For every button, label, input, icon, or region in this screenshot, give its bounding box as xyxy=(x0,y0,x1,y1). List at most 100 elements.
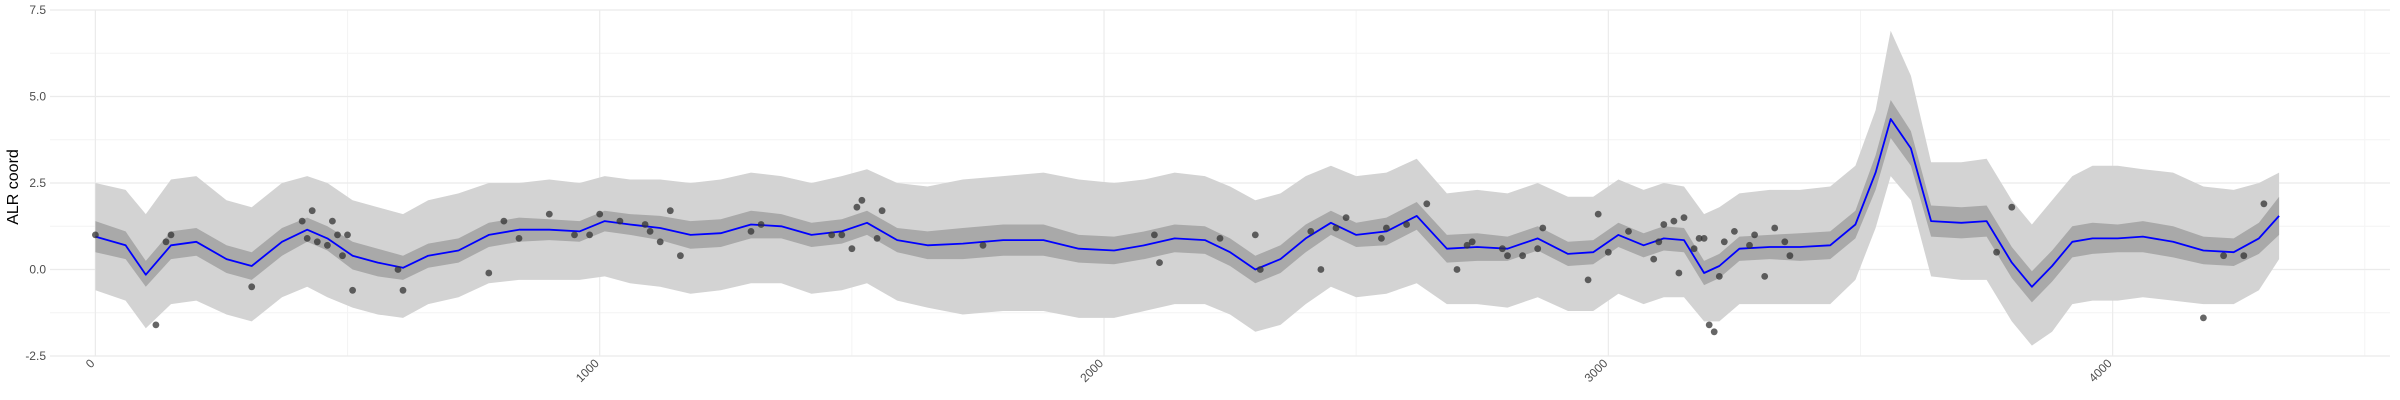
data-point xyxy=(1660,221,1668,228)
outer-confidence-band-group xyxy=(95,30,2280,346)
data-point xyxy=(1771,224,1779,232)
data-point xyxy=(1731,228,1738,235)
y-axis-ticks: -2.5 0.0 2.5 5.0 7.5 xyxy=(25,3,46,363)
x-axis-ticks: 0 1000 2000 3000 4000 xyxy=(83,356,2115,385)
data-point xyxy=(344,231,351,239)
data-point xyxy=(596,210,604,218)
y-tick-label: -2.5 xyxy=(25,349,46,363)
data-point xyxy=(828,231,836,239)
data-point xyxy=(2200,314,2207,322)
data-point xyxy=(500,217,508,225)
data-point xyxy=(571,231,578,239)
data-point xyxy=(1695,235,1703,242)
data-point xyxy=(838,231,846,239)
data-point xyxy=(308,207,316,215)
data-point xyxy=(1534,245,1542,253)
data-point xyxy=(2260,200,2268,208)
data-point xyxy=(1680,214,1688,222)
data-point xyxy=(1504,252,1511,260)
data-point xyxy=(1604,248,1612,256)
data-point xyxy=(646,228,654,235)
x-tick-label: 3000 xyxy=(1582,356,1611,385)
data-point xyxy=(152,321,160,329)
data-point xyxy=(656,238,664,246)
data-point xyxy=(515,235,523,242)
data-point xyxy=(641,221,649,228)
data-point xyxy=(1715,273,1723,280)
data-point xyxy=(1519,252,1526,260)
data-point xyxy=(677,252,684,260)
data-point xyxy=(298,217,306,225)
y-tick-label: 5.0 xyxy=(29,90,46,104)
data-point xyxy=(1256,266,1264,273)
y-tick-label: 2.5 xyxy=(29,176,46,190)
data-point xyxy=(1317,266,1325,273)
data-point xyxy=(92,231,99,239)
data-point xyxy=(1625,228,1632,235)
data-point xyxy=(858,196,866,204)
mean-line xyxy=(95,118,2280,288)
data-point xyxy=(303,235,311,242)
data-point xyxy=(873,235,881,242)
data-point xyxy=(1700,235,1708,242)
data-point xyxy=(162,238,170,246)
data-point xyxy=(1705,321,1713,329)
data-point xyxy=(1670,217,1678,225)
data-point xyxy=(1499,245,1506,253)
data-point xyxy=(1403,221,1410,228)
data-point xyxy=(485,269,493,277)
data-point xyxy=(1216,235,1224,242)
data-point xyxy=(339,252,346,260)
data-point xyxy=(2008,203,2016,211)
data-point xyxy=(349,286,356,294)
data-point xyxy=(334,231,341,239)
x-tick-label: 4000 xyxy=(2086,356,2115,385)
y-axis-title: ALR coord xyxy=(5,149,22,225)
data-point xyxy=(399,286,407,294)
data-point xyxy=(1423,200,1431,208)
data-point xyxy=(979,241,987,249)
data-point xyxy=(313,238,321,246)
data-point xyxy=(1675,269,1683,277)
data-point xyxy=(848,245,856,253)
data-point xyxy=(1781,238,1789,246)
data-point xyxy=(1650,255,1658,263)
data-point xyxy=(1468,238,1476,246)
data-point xyxy=(1307,228,1315,235)
data-point xyxy=(1786,252,1794,260)
data-point xyxy=(1151,231,1158,239)
data-point xyxy=(1751,231,1758,239)
data-point xyxy=(324,241,331,249)
data-point xyxy=(616,217,624,225)
data-point xyxy=(1156,259,1163,266)
data-point xyxy=(2220,252,2228,260)
data-point xyxy=(878,207,886,215)
data-point xyxy=(586,231,593,239)
data-point xyxy=(1332,224,1340,232)
data-point xyxy=(1720,238,1728,246)
y-tick-label: 7.5 xyxy=(29,3,46,17)
data-point xyxy=(1710,328,1718,336)
data-point xyxy=(329,217,336,225)
data-point xyxy=(1251,231,1259,239)
data-point xyxy=(1584,276,1592,284)
data-point xyxy=(1746,241,1753,249)
data-point xyxy=(1453,266,1461,273)
y-tick-label: 0.0 xyxy=(29,263,46,277)
mean-line-group xyxy=(95,118,2280,288)
outer-confidence-band xyxy=(95,30,2280,346)
inner-confidence-band-group xyxy=(95,100,2280,303)
data-point xyxy=(666,207,674,215)
data-point xyxy=(1761,273,1769,280)
data-point xyxy=(1539,224,1547,232)
data-point xyxy=(248,283,256,291)
inner-confidence-band xyxy=(95,100,2280,303)
data-point xyxy=(1463,241,1471,249)
x-tick-label: 2000 xyxy=(1077,356,1106,385)
data-point xyxy=(1342,214,1350,222)
data-point xyxy=(853,203,861,211)
data-point xyxy=(1383,224,1390,232)
data-point xyxy=(747,228,755,235)
data-point xyxy=(1378,235,1385,242)
